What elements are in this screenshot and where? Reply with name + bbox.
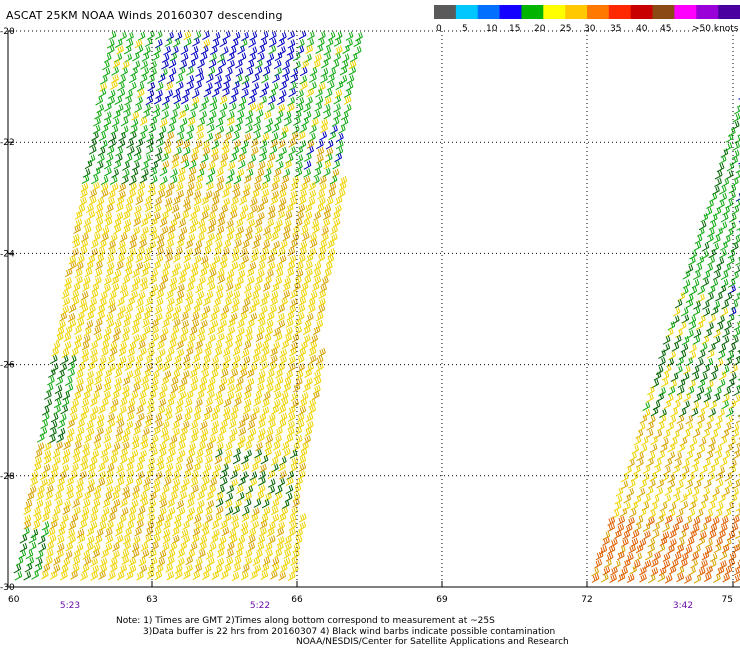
legend-swatch bbox=[652, 5, 675, 19]
lat-label: -30 bbox=[0, 583, 15, 593]
lat-label: -22 bbox=[0, 138, 15, 148]
legend-label: 0 bbox=[436, 24, 442, 34]
legend-swatch bbox=[543, 5, 566, 19]
axis-labels: -20 -22 -24 -26 -28 -30 60 63 66 69 72 75 5:23 5:22 3:… bbox=[0, 27, 733, 611]
lon-label: 69 bbox=[436, 595, 448, 605]
footnotes: Note: 1) Times are GMT 2)Times along bot… bbox=[116, 616, 569, 648]
legend-label: 35 bbox=[610, 24, 621, 34]
map-title: ASCAT 25KM NOAA Winds 20160307 descendin… bbox=[6, 9, 283, 22]
legend-swatch bbox=[696, 5, 719, 19]
pass-time-label: 5:23 bbox=[60, 601, 80, 611]
note-line-3: NOAA/NESDIS/Center for Satellite Applica… bbox=[296, 637, 569, 647]
legend-label: >50 knots bbox=[692, 24, 739, 34]
legend-swatch bbox=[608, 5, 632, 19]
pass-time-label: 5:22 bbox=[250, 601, 270, 611]
legend-swatch bbox=[587, 5, 610, 19]
legend-label: 20 bbox=[534, 24, 546, 34]
legend-swatch bbox=[521, 5, 544, 19]
wind-barbs bbox=[13, 31, 740, 584]
lon-label: 75 bbox=[722, 595, 733, 605]
lat-lon-grid bbox=[7, 30, 740, 588]
lon-label: 60 bbox=[8, 595, 20, 605]
pass-time-label: 3:42 bbox=[673, 601, 693, 611]
lon-label: 72 bbox=[581, 595, 592, 605]
lat-label: -20 bbox=[0, 27, 15, 37]
lon-label: 66 bbox=[291, 595, 303, 605]
legend-swatch bbox=[455, 5, 479, 19]
legend-label: 5 bbox=[462, 24, 468, 34]
legend-swatch bbox=[499, 5, 522, 19]
lon-label: 63 bbox=[146, 595, 157, 605]
wind-speed-legend: 0 5 10 15 20 25 30 35 40 45 >50 knots bbox=[434, 5, 740, 34]
legend-label: 30 bbox=[584, 24, 596, 34]
legend-swatch bbox=[477, 5, 500, 19]
legend-swatch bbox=[630, 5, 653, 19]
legend-swatch bbox=[434, 5, 457, 19]
legend-label: 10 bbox=[486, 24, 498, 34]
legend-label: 15 bbox=[509, 24, 520, 34]
legend-label: 40 bbox=[636, 24, 648, 34]
lat-label: -26 bbox=[0, 361, 15, 371]
legend-swatch bbox=[565, 5, 588, 19]
legend-label: 45 bbox=[660, 24, 671, 34]
legend-swatch bbox=[674, 5, 697, 19]
legend-label: 25 bbox=[560, 24, 571, 34]
lat-label: -24 bbox=[0, 249, 15, 259]
note-line-2: 3)Data buffer is 22 hrs from 20160307 4)… bbox=[143, 626, 556, 637]
note-line-1: Note: 1) Times are GMT 2)Times along bot… bbox=[116, 616, 495, 626]
legend-swatch bbox=[718, 5, 740, 19]
lat-label: -28 bbox=[0, 472, 15, 482]
